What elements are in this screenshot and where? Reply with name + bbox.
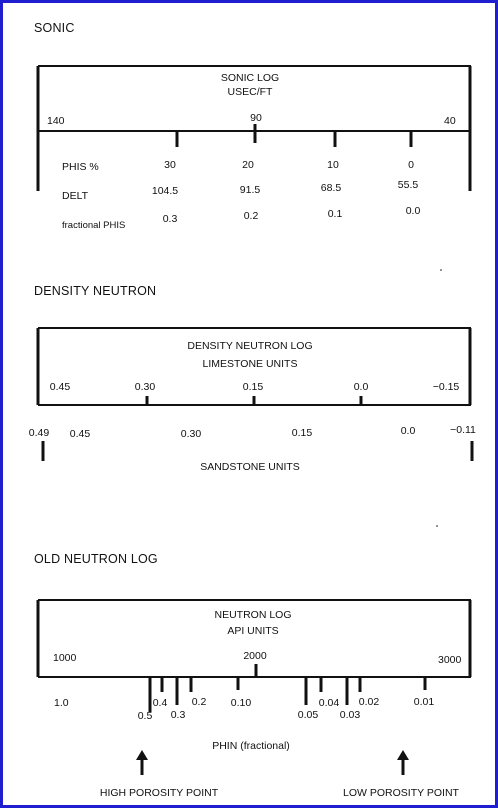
neutron-log-track	[36, 599, 472, 712]
sonic-frac-0-2: 0.2	[244, 210, 259, 222]
phin-label-0-01: 0.01	[414, 696, 435, 708]
sonic-scale-mid: 90	[250, 112, 262, 124]
neutron-api-3000: 3000	[438, 654, 462, 666]
neutron-api-1000: 1000	[53, 652, 77, 664]
density-neutron-section: DENSITY NEUTRON DENSITY NEUTRON LOG LIME…	[29, 284, 476, 473]
phin-label-0-03: 0.03	[340, 709, 361, 721]
sonic-phis-20: 20	[242, 159, 254, 171]
phin-label-0-5: 0.5	[138, 710, 153, 722]
sonic-log-units: USEC/FT	[228, 86, 274, 98]
high-porosity-point-label: HIGH POROSITY POINT	[100, 787, 219, 799]
sonic-log-track	[36, 65, 472, 191]
phin-label-0-02: 0.02	[359, 696, 380, 708]
dn-sandstone-units-label: SANDSTONE UNITS	[200, 461, 300, 473]
sonic-row-phis-label: PHIS %	[62, 161, 99, 173]
scan-specks	[436, 269, 442, 527]
sonic-log-title: SONIC LOG	[221, 72, 279, 84]
dn-log-units: LIMESTONE UNITS	[203, 358, 298, 370]
high-porosity-arrow-icon	[136, 750, 148, 775]
phin-label-0-2: 0.2	[192, 696, 207, 708]
density-neutron-heading: DENSITY NEUTRON	[34, 284, 156, 298]
sonic-frac-0-0: 0.0	[406, 205, 421, 217]
dn-sandstone-0-0: 0.0	[401, 425, 416, 437]
neutron-log-title: NEUTRON LOG	[214, 609, 291, 621]
phin-label-0-10: 0.10	[231, 697, 252, 709]
neutron-api-2000: 2000	[243, 650, 267, 662]
neutron-log-units: API UNITS	[227, 625, 278, 637]
phin-label-0-05: 0.05	[298, 709, 319, 721]
dn-limestone-0-15: 0.15	[243, 381, 264, 393]
sonic-scale-left: 140	[47, 115, 65, 127]
sonic-phis-30: 30	[164, 159, 176, 171]
dn-sandstone-0-45: 0.45	[70, 428, 91, 440]
sonic-delt-104-5: 104.5	[152, 185, 178, 197]
sonic-section: SONIC SONIC LOG USEC/FT 140 90 40 PHIS %…	[34, 21, 472, 231]
dn-log-title: DENSITY NEUTRON LOG	[187, 340, 312, 352]
phin-label-0-4: 0.4	[153, 697, 168, 709]
dn-limestone-0-30: 0.30	[135, 381, 156, 393]
sonic-delt-55-5: 55.5	[398, 179, 419, 191]
old-neutron-heading: OLD NEUTRON LOG	[34, 552, 158, 566]
phin-label-1-0: 1.0	[54, 697, 69, 709]
dn-sandstone-neg-0-11: −0.11	[450, 424, 476, 436]
low-porosity-arrow-icon	[397, 750, 409, 775]
phin-label-0-04: 0.04	[319, 697, 340, 709]
sonic-frac-0-3: 0.3	[163, 213, 178, 225]
dn-limestone-0-45: 0.45	[50, 381, 71, 393]
old-neutron-section: OLD NEUTRON LOG NEUTRON LOG API UNITS 10…	[34, 552, 472, 799]
dn-limestone-neg-0-15: −0.15	[433, 381, 460, 393]
dn-sandstone-0-30: 0.30	[181, 428, 202, 440]
phin-axis-label: PHIN (fractional)	[212, 740, 290, 752]
sonic-row-delt-label: DELT	[62, 190, 89, 202]
sonic-phis-0: 0	[408, 159, 414, 171]
dn-sandstone-0-15: 0.15	[292, 427, 313, 439]
sonic-delt-68-5: 68.5	[321, 182, 342, 194]
sonic-row-fractional-label: fractional PHIS	[62, 220, 125, 231]
density-neutron-track	[36, 327, 474, 461]
phin-label-0-3: 0.3	[171, 709, 186, 721]
sonic-phis-10: 10	[327, 159, 339, 171]
sonic-delt-91-5: 91.5	[240, 184, 261, 196]
low-porosity-point-label: LOW POROSITY POINT	[343, 787, 459, 799]
sonic-frac-0-1: 0.1	[328, 208, 343, 220]
sonic-heading: SONIC	[34, 21, 75, 35]
sonic-scale-right: 40	[444, 115, 456, 127]
dn-limestone-0-0: 0.0	[354, 381, 369, 393]
dn-sandstone-0-49: 0.49	[29, 427, 50, 439]
